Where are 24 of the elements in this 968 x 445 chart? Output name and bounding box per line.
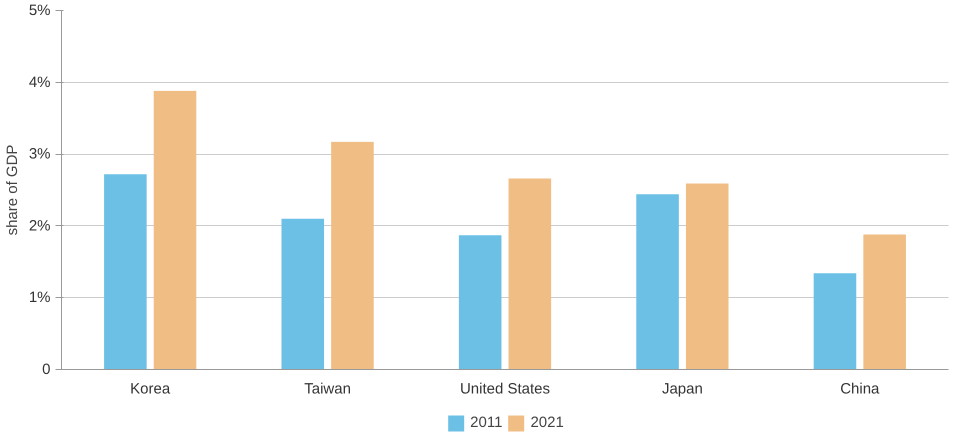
y-tick-label: 0 [42,361,50,378]
x-tick-label: United States [460,380,550,398]
x-tick-label: Taiwan [304,380,351,398]
y-tick-label: 2% [28,217,51,234]
bar [281,218,324,370]
x-tick-label: Korea [130,380,171,398]
y-axis-title: share of GDP [4,144,21,236]
y-tick-label: 4% [28,74,51,91]
legend-label: 2011 [470,414,502,431]
legend-label: 2021 [530,414,564,431]
y-tick-label: 3% [28,146,51,163]
bar [686,184,729,370]
y-tick-label: 1% [28,289,51,306]
y-tick-label: 5% [28,2,51,19]
bar [104,174,147,370]
bar [508,178,552,370]
x-tick-label: Japan [662,380,703,398]
x-tick-label: China [840,380,880,398]
bar [154,90,196,370]
bar [458,235,502,370]
bar [331,142,374,370]
bar [863,234,906,370]
bar [636,194,679,370]
bar [814,273,856,370]
